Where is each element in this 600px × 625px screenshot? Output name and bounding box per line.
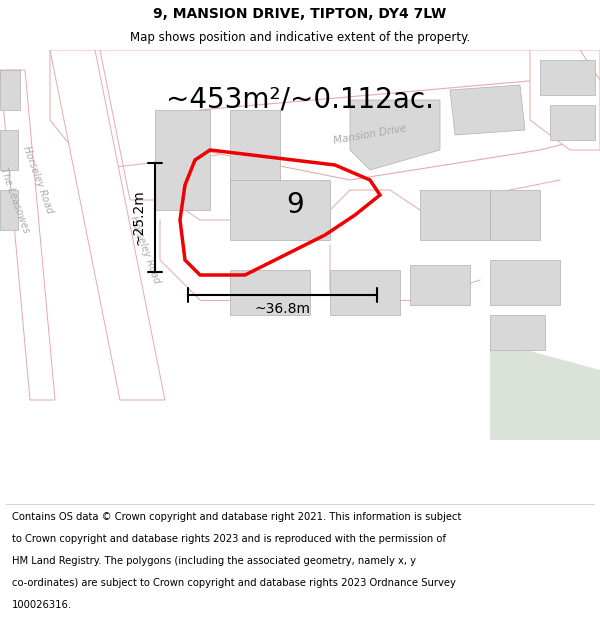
Polygon shape: [550, 105, 595, 140]
Text: Horseley Road: Horseley Road: [128, 215, 162, 285]
Text: ~36.8m: ~36.8m: [254, 302, 311, 316]
Text: 100026316.: 100026316.: [12, 600, 72, 610]
Polygon shape: [330, 270, 400, 315]
Text: Mansion Drive: Mansion Drive: [332, 124, 407, 146]
Polygon shape: [490, 260, 560, 305]
Polygon shape: [230, 270, 310, 315]
Polygon shape: [350, 100, 440, 170]
Polygon shape: [530, 50, 600, 150]
Polygon shape: [0, 190, 18, 230]
Text: ~453m²/~0.112ac.: ~453m²/~0.112ac.: [166, 86, 434, 114]
Polygon shape: [50, 50, 165, 400]
Polygon shape: [230, 180, 330, 240]
Text: The Leasowes: The Leasowes: [0, 166, 31, 234]
Polygon shape: [0, 70, 55, 400]
Text: Horseley Road: Horseley Road: [21, 145, 55, 215]
Polygon shape: [490, 315, 545, 350]
Text: Map shows position and indicative extent of the property.: Map shows position and indicative extent…: [130, 31, 470, 44]
Text: HM Land Registry. The polygons (including the associated geometry, namely x, y: HM Land Registry. The polygons (includin…: [12, 556, 416, 566]
Polygon shape: [450, 85, 525, 135]
Text: Contains OS data © Crown copyright and database right 2021. This information is : Contains OS data © Crown copyright and d…: [12, 512, 461, 522]
Text: co-ordinates) are subject to Crown copyright and database rights 2023 Ordnance S: co-ordinates) are subject to Crown copyr…: [12, 578, 456, 588]
Polygon shape: [50, 50, 600, 170]
Polygon shape: [230, 110, 280, 210]
Polygon shape: [0, 70, 20, 110]
Polygon shape: [200, 80, 590, 180]
Polygon shape: [420, 190, 490, 240]
Polygon shape: [410, 265, 470, 305]
Polygon shape: [490, 340, 600, 440]
Polygon shape: [540, 60, 595, 95]
Text: 9, MANSION DRIVE, TIPTON, DY4 7LW: 9, MANSION DRIVE, TIPTON, DY4 7LW: [154, 7, 446, 21]
Polygon shape: [490, 190, 540, 240]
Text: 9: 9: [286, 191, 304, 219]
Text: to Crown copyright and database rights 2023 and is reproduced with the permissio: to Crown copyright and database rights 2…: [12, 534, 446, 544]
Polygon shape: [0, 130, 18, 170]
Text: ~25.2m: ~25.2m: [132, 189, 146, 246]
Polygon shape: [155, 110, 210, 210]
